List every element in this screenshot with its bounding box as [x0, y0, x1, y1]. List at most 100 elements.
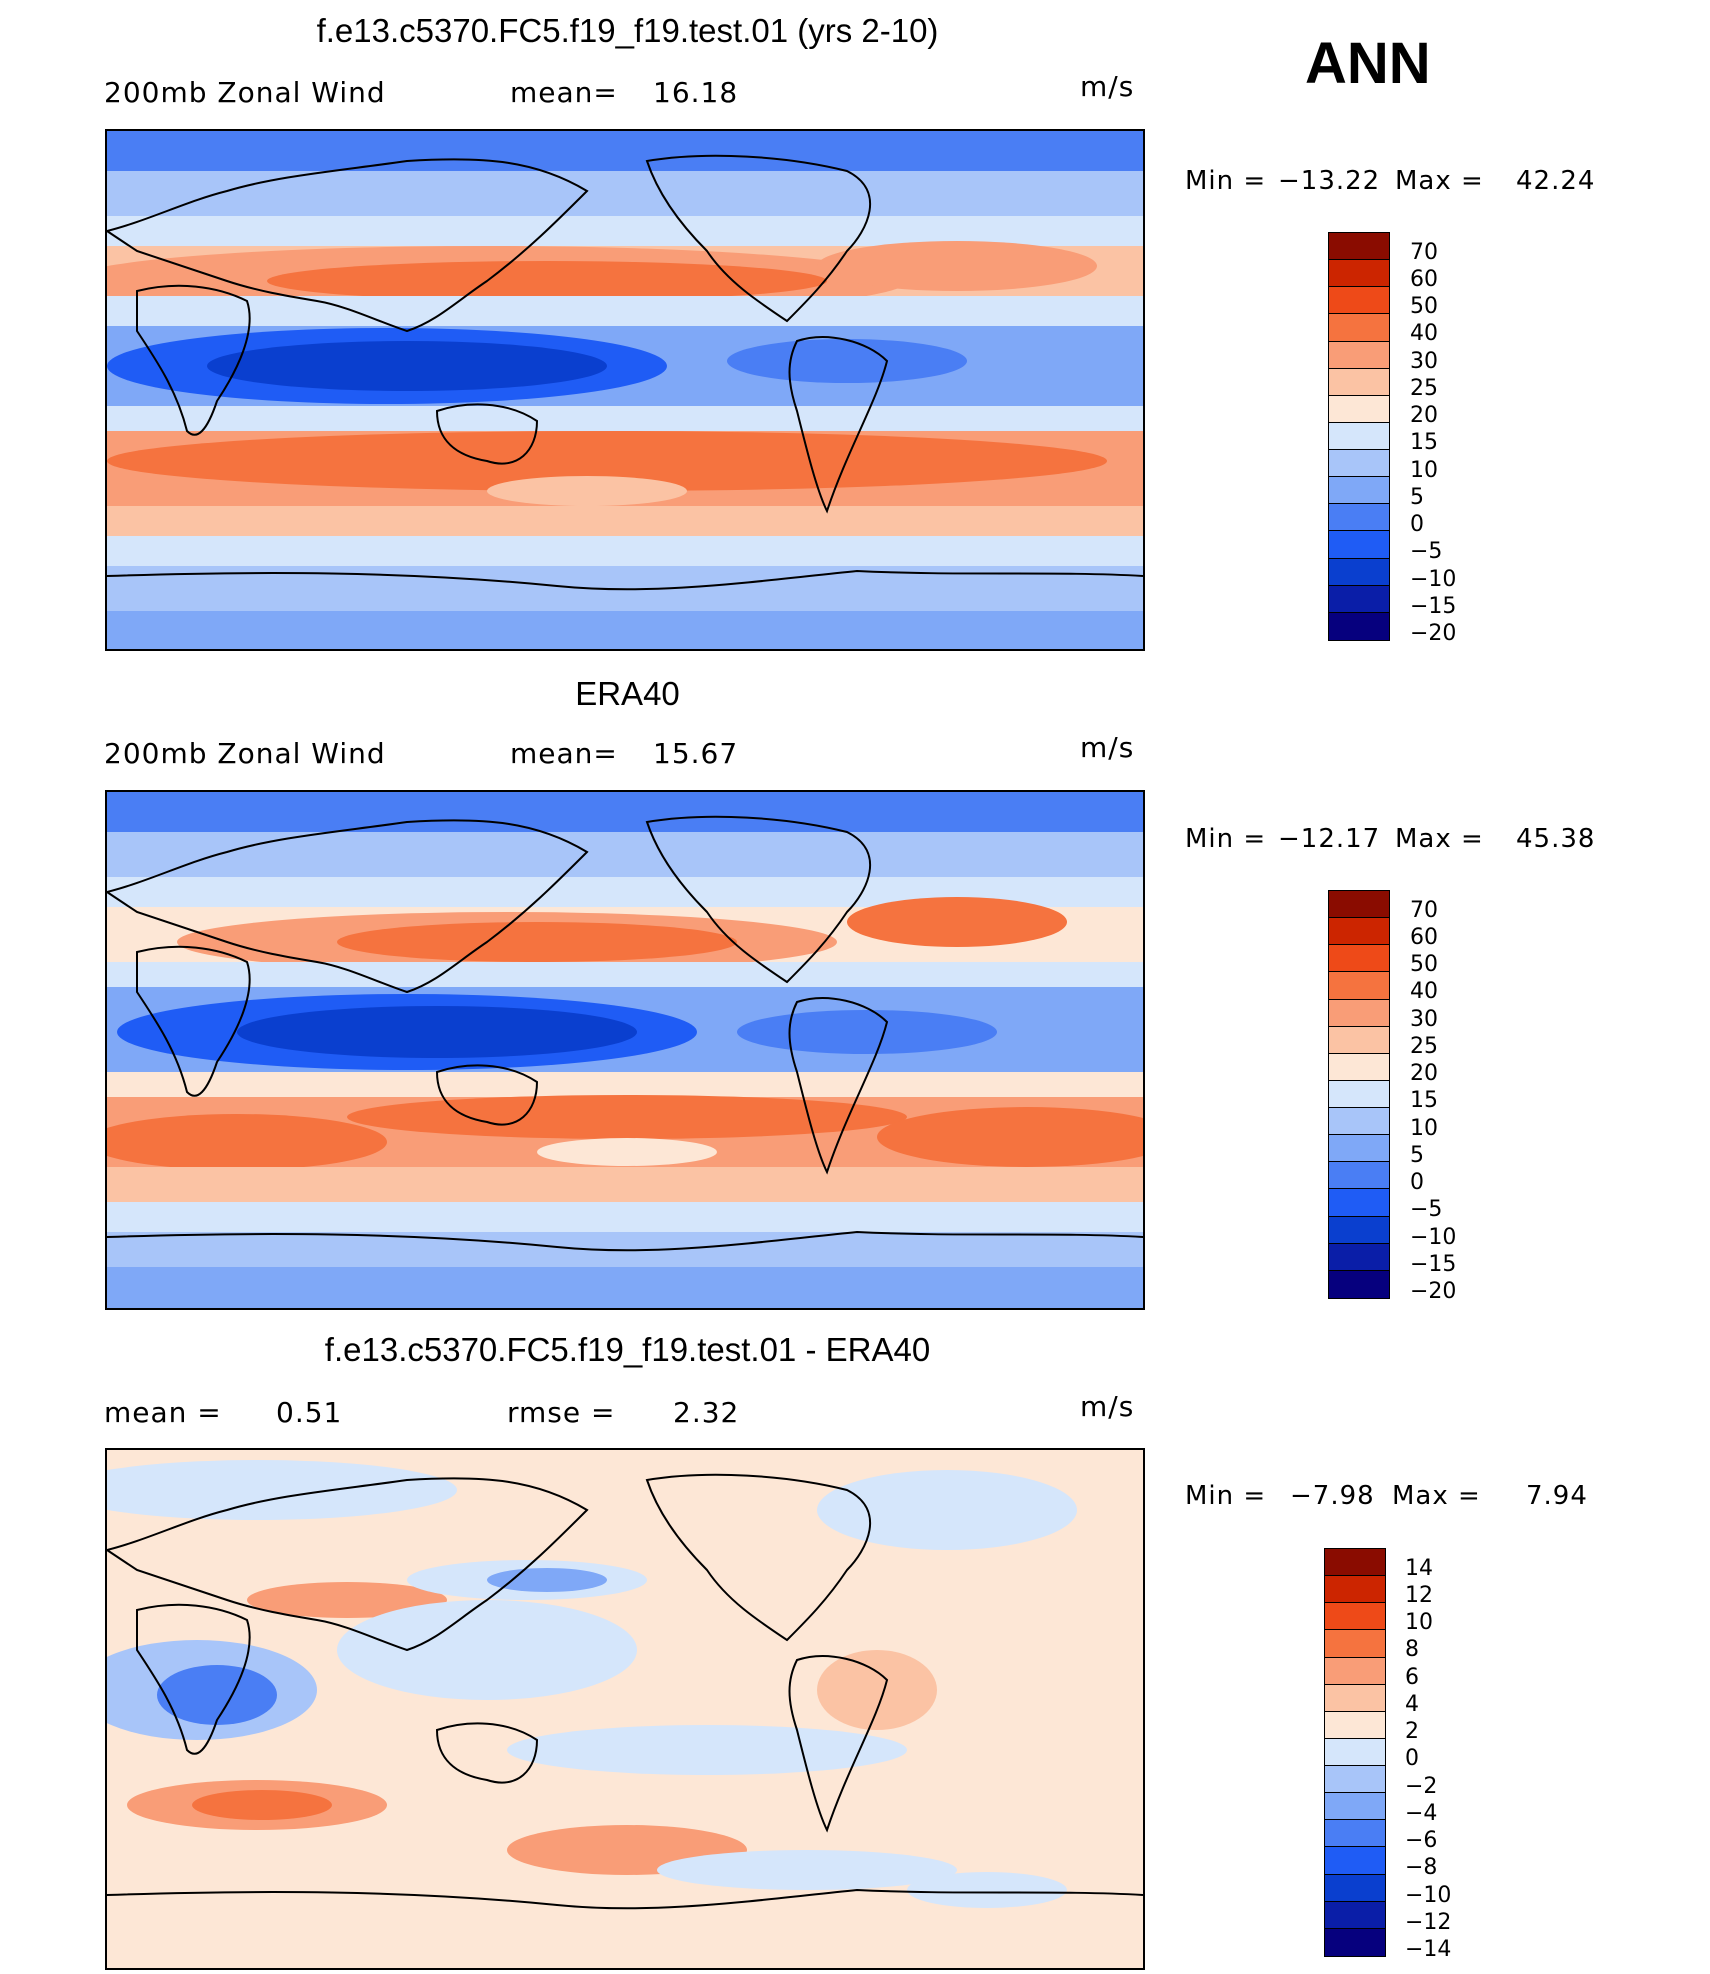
colorbar-segment	[1329, 1270, 1389, 1298]
band-arctic-strong	[107, 131, 1143, 171]
colorbar-tick-label: 25	[1410, 375, 1438, 401]
band-sh-subtropic	[107, 1072, 1143, 1097]
colorbar-segment	[1329, 1189, 1389, 1217]
panel1-colorbar-labels: 70 60 50 40 30 25 20 15 10 5 0 −5 −10 −15 −20	[1410, 232, 1490, 645]
colorbar-segment	[1329, 422, 1389, 450]
colorbar-segment	[1329, 233, 1389, 261]
sh-jet-pacific	[347, 1095, 907, 1139]
colorbar-tick-label: 50	[1410, 952, 1438, 978]
colorbar-segment	[1329, 1080, 1389, 1108]
panel1-map-svg	[107, 131, 1143, 649]
colorbar-segment	[1325, 1711, 1385, 1739]
colorbar-segment	[1329, 972, 1389, 1000]
colorbar-tick-label: 12	[1405, 1582, 1433, 1608]
panel3-units: m/s	[1080, 1390, 1135, 1423]
nh-jet-max	[337, 922, 737, 962]
diff-blob-midlat-pos	[247, 1582, 447, 1618]
colorbar-tick-label: −5	[1410, 1197, 1443, 1223]
colorbar-tick-label: −14	[1405, 1937, 1452, 1963]
panel1-max-value: 42.24	[1516, 166, 1596, 196]
panel2-colorbar-labels: 70 60 50 40 30 25 20 15 10 5 0 −5 −10 −15 −20	[1410, 890, 1490, 1303]
sh-jet-nz-dip	[537, 1138, 717, 1166]
colorbar-tick-label: −10	[1410, 566, 1457, 592]
panel2-units: m/s	[1080, 731, 1135, 764]
colorbar-segment	[1329, 1108, 1389, 1136]
colorbar-segment	[1329, 477, 1389, 505]
colorbar-tick-label: 10	[1405, 1610, 1433, 1636]
colorbar-segment	[1329, 1135, 1389, 1163]
colorbar-segment	[1329, 945, 1389, 973]
colorbar-segment	[1325, 1874, 1385, 1902]
band-sh-polar	[107, 536, 1143, 566]
tropical-easterly-core	[237, 1006, 637, 1058]
colorbar-tick-label: 2	[1405, 1719, 1419, 1745]
season-label: ANN	[1305, 31, 1431, 96]
panel1-colorbar	[1328, 232, 1390, 641]
colorbar-tick-label: 60	[1410, 266, 1438, 292]
colorbar-tick-label: −5	[1410, 539, 1443, 565]
band-sh-subtropic	[107, 406, 1143, 431]
panel3-min-label: Min =	[1185, 1481, 1267, 1511]
diff-blob-japan-core	[487, 1568, 607, 1592]
australia-outline	[435, 1722, 539, 1784]
band-nh-subtropic	[107, 296, 1143, 326]
colorbar-tick-label: 70	[1410, 897, 1438, 923]
south-america-outline	[788, 997, 889, 1175]
antarctica-outline	[107, 1230, 1143, 1252]
panel2-colorbar	[1328, 890, 1390, 1299]
colorbar-segment	[1329, 1216, 1389, 1244]
north-america-outline	[645, 815, 871, 984]
africa-outline	[136, 945, 251, 1097]
colorbar-segment	[1325, 1820, 1385, 1848]
panel3-rmse-value: 2.32	[673, 1396, 740, 1429]
sh-jet-nz-dip	[487, 476, 687, 506]
panel1-min-value: −13.22	[1278, 166, 1381, 196]
colorbar-tick-label: 5	[1410, 484, 1424, 510]
panel2-mean-value: 15.67	[653, 737, 739, 770]
colorbar-segment	[1329, 395, 1389, 423]
band-nh-subtropic	[107, 962, 1143, 987]
colorbar-tick-label: −20	[1410, 621, 1457, 647]
diff-blob-africa-core	[157, 1665, 277, 1725]
colorbar-segment	[1329, 341, 1389, 369]
colorbar-segment	[1329, 531, 1389, 559]
north-america-outline	[645, 1473, 871, 1642]
panel3-mean-value: 0.51	[276, 1396, 343, 1429]
panel3-max-value: 7.94	[1526, 1481, 1588, 1511]
panel3-map	[105, 1448, 1145, 1970]
colorbar-segment	[1329, 585, 1389, 613]
eurasia-outline	[107, 1477, 589, 1652]
colorbar-tick-label: 10	[1410, 457, 1438, 483]
colorbar-tick-label: 0	[1410, 1170, 1424, 1196]
colorbar-segment	[1325, 1576, 1385, 1604]
colorbar-tick-label: 15	[1410, 1088, 1438, 1114]
panel2-min-value: −12.17	[1278, 824, 1381, 854]
panel1-map	[105, 129, 1145, 651]
colorbar-tick-label: 8	[1405, 1637, 1419, 1663]
colorbar-tick-label: 30	[1410, 1006, 1438, 1032]
colorbar-segment	[1329, 450, 1389, 478]
colorbar-tick-label: 40	[1410, 979, 1438, 1005]
colorbar-tick-label: 14	[1405, 1555, 1433, 1581]
colorbar-tick-label: 70	[1410, 239, 1438, 265]
panel2-max-value: 45.38	[1516, 824, 1596, 854]
colorbar-segment	[1329, 504, 1389, 532]
panel3-map-svg	[107, 1450, 1143, 1968]
colorbar-tick-label: −4	[1405, 1800, 1438, 1826]
band-antarctic-strong	[107, 611, 1143, 649]
colorbar-segment	[1325, 1603, 1385, 1631]
colorbar-tick-label: −10	[1405, 1882, 1452, 1908]
coastlines	[107, 1473, 1143, 1910]
diff-blob-canada	[817, 1470, 1077, 1550]
panel1-variable: 200mb Zonal Wind	[104, 76, 386, 109]
colorbar-tick-label: −8	[1405, 1855, 1438, 1881]
colorbar-tick-label: 10	[1410, 1115, 1438, 1141]
colorbar-segment	[1329, 918, 1389, 946]
band-arctic	[107, 832, 1143, 877]
diff-blob-arctic	[107, 1460, 457, 1520]
band-subpolar	[107, 216, 1143, 246]
sh-jet-indian	[107, 1114, 387, 1170]
panel2-min-label: Min =	[1185, 824, 1267, 854]
colorbar-segment	[1329, 999, 1389, 1027]
colorbar-segment	[1329, 287, 1389, 315]
